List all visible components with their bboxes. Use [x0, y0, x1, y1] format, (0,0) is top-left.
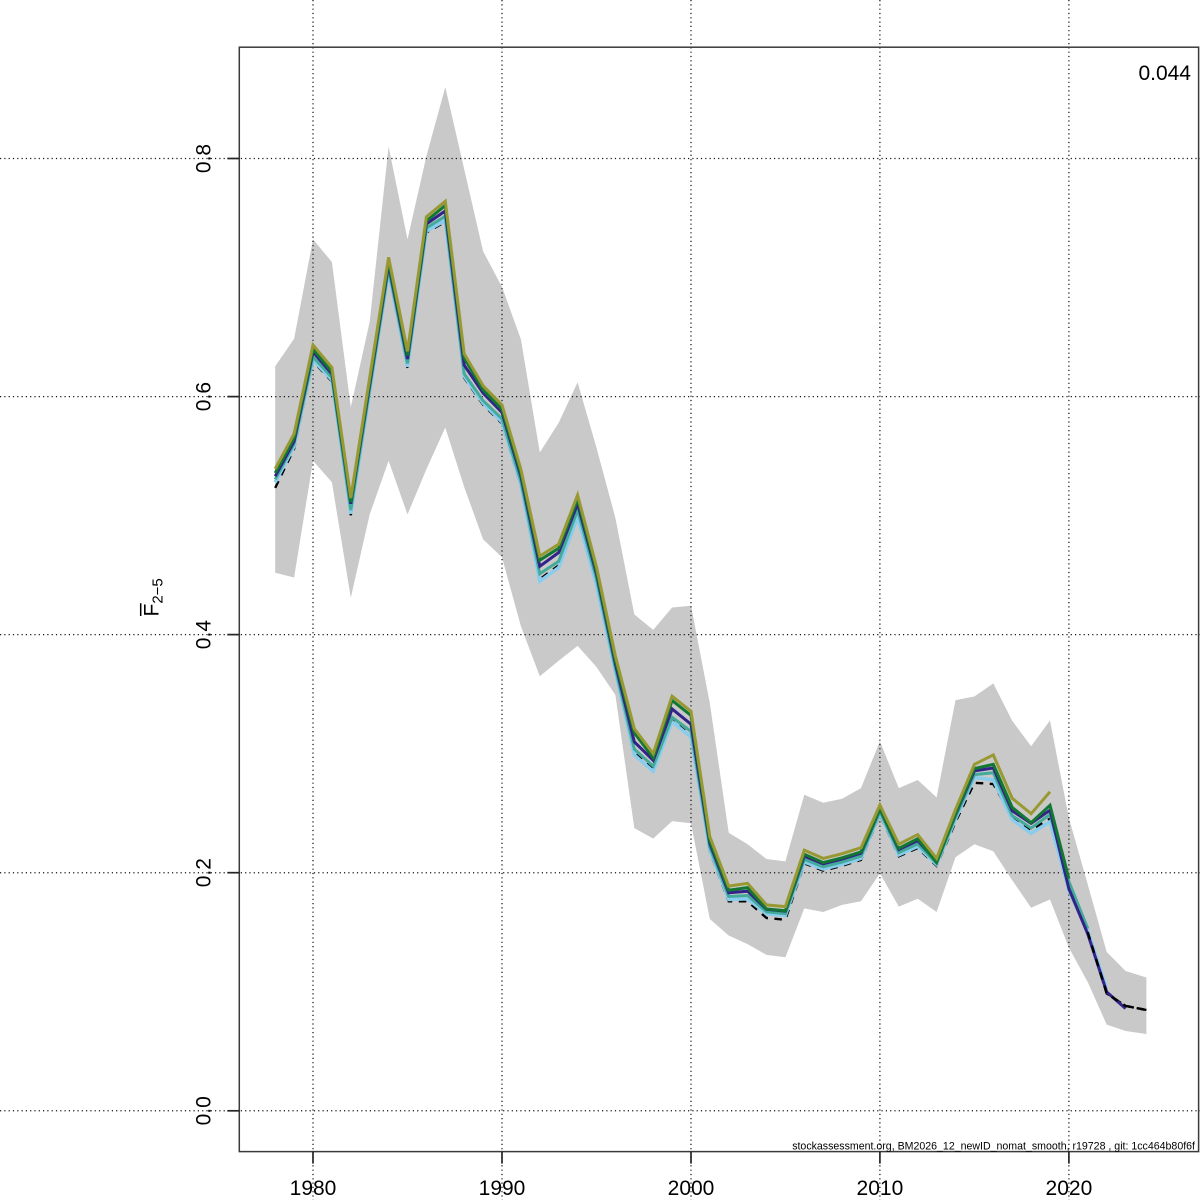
svg-text:2020: 2020: [1046, 1177, 1093, 1200]
svg-text:0.4: 0.4: [193, 620, 216, 650]
svg-text:2000: 2000: [668, 1177, 715, 1200]
svg-text:1980: 1980: [290, 1177, 337, 1200]
svg-text:stockassessment.org, BM2026_12: stockassessment.org, BM2026_12_newID_nom…: [792, 1141, 1195, 1153]
svg-text:0.6: 0.6: [193, 382, 216, 411]
svg-text:0.044: 0.044: [1138, 62, 1191, 85]
svg-text:0.8: 0.8: [193, 144, 216, 173]
svg-text:2010: 2010: [857, 1177, 904, 1200]
svg-text:0.0: 0.0: [193, 1096, 216, 1125]
svg-text:1990: 1990: [479, 1177, 526, 1200]
svg-text:0.2: 0.2: [193, 858, 216, 887]
